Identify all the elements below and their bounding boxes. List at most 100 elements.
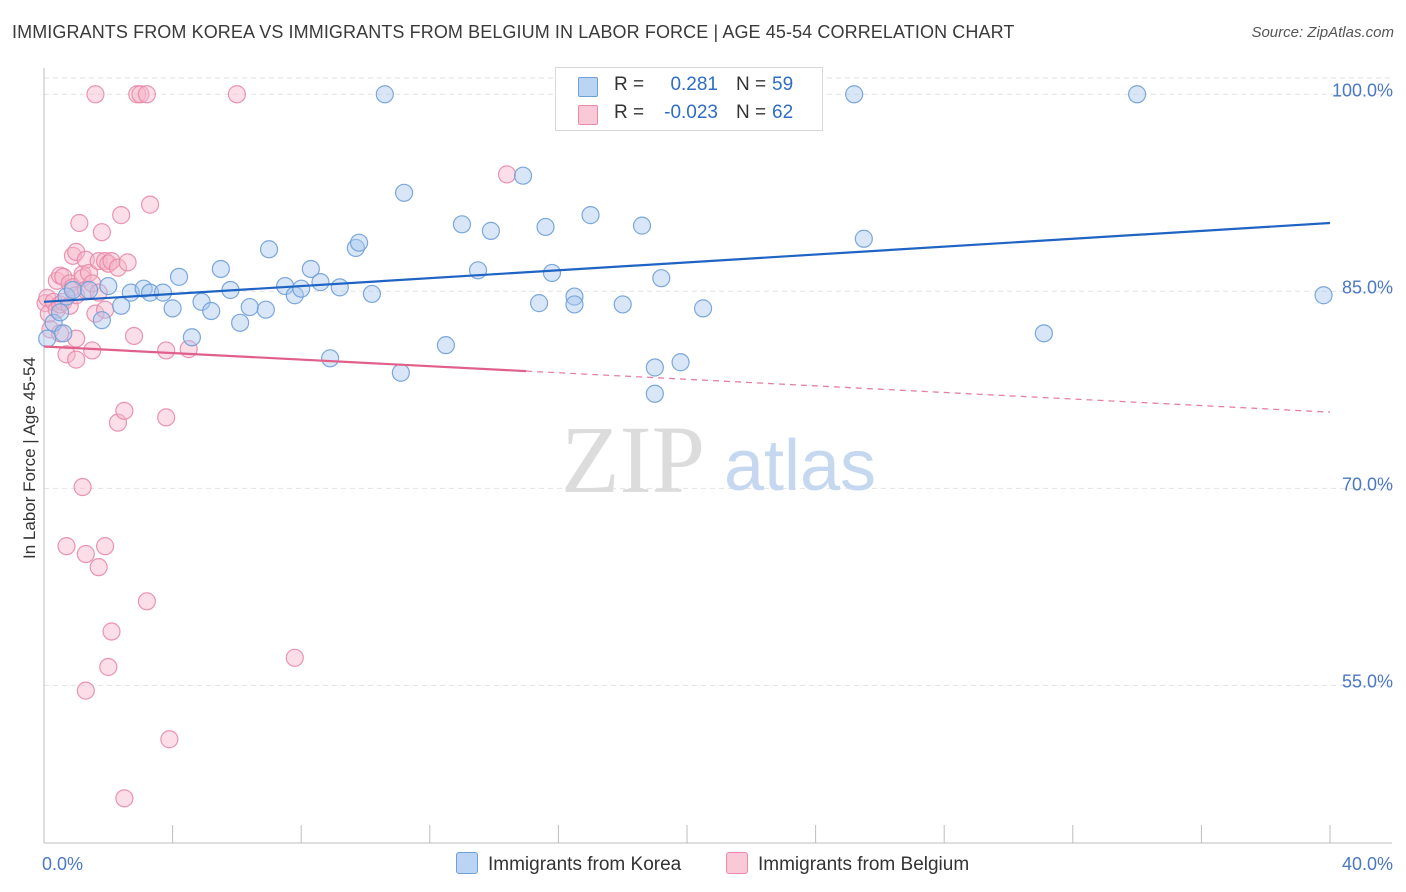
korea-point-49 (613, 295, 632, 314)
korea-point-18 (202, 301, 221, 321)
korea-point-29 (311, 273, 330, 292)
belgium-point-45 (140, 195, 160, 214)
korea-point-30 (321, 349, 340, 368)
korea-point-22 (240, 297, 259, 317)
watermark: ZIP atlas (561, 406, 876, 513)
korea-point-17 (192, 292, 211, 311)
belgium-point-49 (497, 165, 517, 184)
watermark-zip: ZIP (561, 406, 705, 513)
belgium-point-51 (73, 477, 92, 497)
korea-point-24 (259, 240, 279, 259)
belgium-point-64 (285, 648, 304, 667)
korea-point-12 (140, 283, 160, 302)
trend-lines (43, 221, 1331, 413)
belgium-point-54 (89, 558, 108, 577)
x-tick-label-min: 0.0% (42, 854, 83, 874)
korea-point-36 (391, 363, 410, 382)
korea-point-38 (436, 336, 455, 355)
korea-point-6 (79, 280, 99, 300)
korea-point-13 (153, 283, 173, 302)
belgium-point-57 (102, 622, 121, 641)
korea-point-37 (394, 183, 414, 202)
belgium-point-56 (99, 657, 118, 677)
y-tick-label-100: 100.0% (1332, 80, 1393, 100)
axes (43, 68, 1392, 844)
stats-legend: R = 0.281 N = 59 R = -0.023 N = 62 (555, 67, 823, 131)
korea-point-3 (54, 324, 73, 343)
belgium-point-38 (108, 258, 128, 277)
belgium-point-27 (83, 341, 102, 360)
belgium-point-43 (131, 85, 150, 104)
korea-point-50 (632, 216, 652, 235)
korea-point-44 (536, 217, 555, 237)
belgium-point-55 (95, 537, 115, 556)
korea-point-54 (671, 353, 690, 372)
belgium-point-37 (102, 251, 121, 271)
korea-point-27 (292, 279, 311, 298)
legend-belgium-n-label: N = (736, 102, 767, 123)
korea-point-0 (38, 329, 57, 348)
belgium-point-62 (157, 408, 176, 427)
korea-point-48 (581, 206, 600, 225)
belgium-point-33 (92, 223, 111, 242)
belgium-trend-solid (43, 345, 527, 373)
y-tick-labels: 55.0% 70.0% 85.0% 100.0% (1332, 80, 1393, 691)
belgium-point-44 (137, 85, 156, 104)
legend-korea-r-value: 0.281 (670, 74, 718, 95)
korea-point-21 (231, 313, 250, 332)
legend-korea-r-label: R = (614, 74, 645, 95)
belgium-point-39 (112, 206, 131, 225)
korea-point-39 (452, 215, 472, 234)
belgium-point-50 (57, 537, 76, 556)
series-korea-points (38, 85, 1333, 403)
korea-point-53 (652, 269, 671, 288)
legend-swatch-korea (578, 77, 598, 97)
series-belgium-points (36, 85, 517, 808)
x-tick-label-max: 40.0% (1342, 854, 1393, 874)
bottom-legend-swatch-belgium (726, 852, 748, 874)
y-tick-label-55: 55.0% (1342, 671, 1393, 691)
korea-point-55 (693, 299, 713, 318)
belgium-point-46 (157, 341, 176, 360)
korea-point-35 (375, 85, 394, 104)
belgium-point-48 (227, 85, 246, 104)
bottom-legend-belgium: Immigrants from Belgium (726, 852, 969, 876)
belgium-point-41 (124, 326, 144, 346)
belgium-point-59 (115, 401, 134, 420)
belgium-point-52 (76, 681, 95, 700)
korea-point-43 (530, 294, 549, 313)
korea-point-34 (362, 284, 382, 304)
korea-point-8 (99, 276, 118, 296)
korea-point-15 (169, 267, 189, 286)
korea-point-14 (163, 299, 182, 318)
belgium-point-63 (160, 730, 179, 749)
legend-belgium-n-value: 62 (772, 102, 794, 123)
korea-point-52 (645, 384, 664, 403)
korea-point-16 (182, 328, 201, 347)
belgium-point-12 (57, 345, 76, 364)
legend-row-korea: R = 0.281 N = 59 (556, 72, 822, 100)
belgium-point-53 (76, 544, 95, 564)
korea-point-42 (513, 166, 533, 185)
korea-point-47 (565, 295, 584, 314)
legend-belgium-r-label: R = (614, 102, 645, 123)
legend-korea-n-label: N = (736, 74, 767, 95)
belgium-point-58 (108, 413, 128, 432)
y-tick-label-70: 70.0% (1342, 474, 1393, 494)
legend-swatch-belgium (578, 105, 598, 125)
korea-point-7 (92, 311, 111, 330)
belgium-point-30 (86, 85, 105, 104)
gridlines (44, 77, 1392, 686)
korea-point-5 (63, 280, 83, 300)
source-label: Source: ZipAtlas.com (1251, 24, 1394, 41)
y-tick-label-85: 85.0% (1342, 277, 1393, 297)
belgium-point-60 (115, 789, 134, 808)
belgium-point-36 (99, 254, 118, 273)
belgium-trend-dashed (526, 370, 1331, 413)
korea-point-41 (481, 221, 500, 240)
korea-point-56 (845, 85, 864, 104)
korea-point-59 (1127, 85, 1147, 104)
korea-point-31 (330, 278, 349, 297)
y-axis-label: In Labor Force | Age 45-54 (20, 357, 39, 559)
